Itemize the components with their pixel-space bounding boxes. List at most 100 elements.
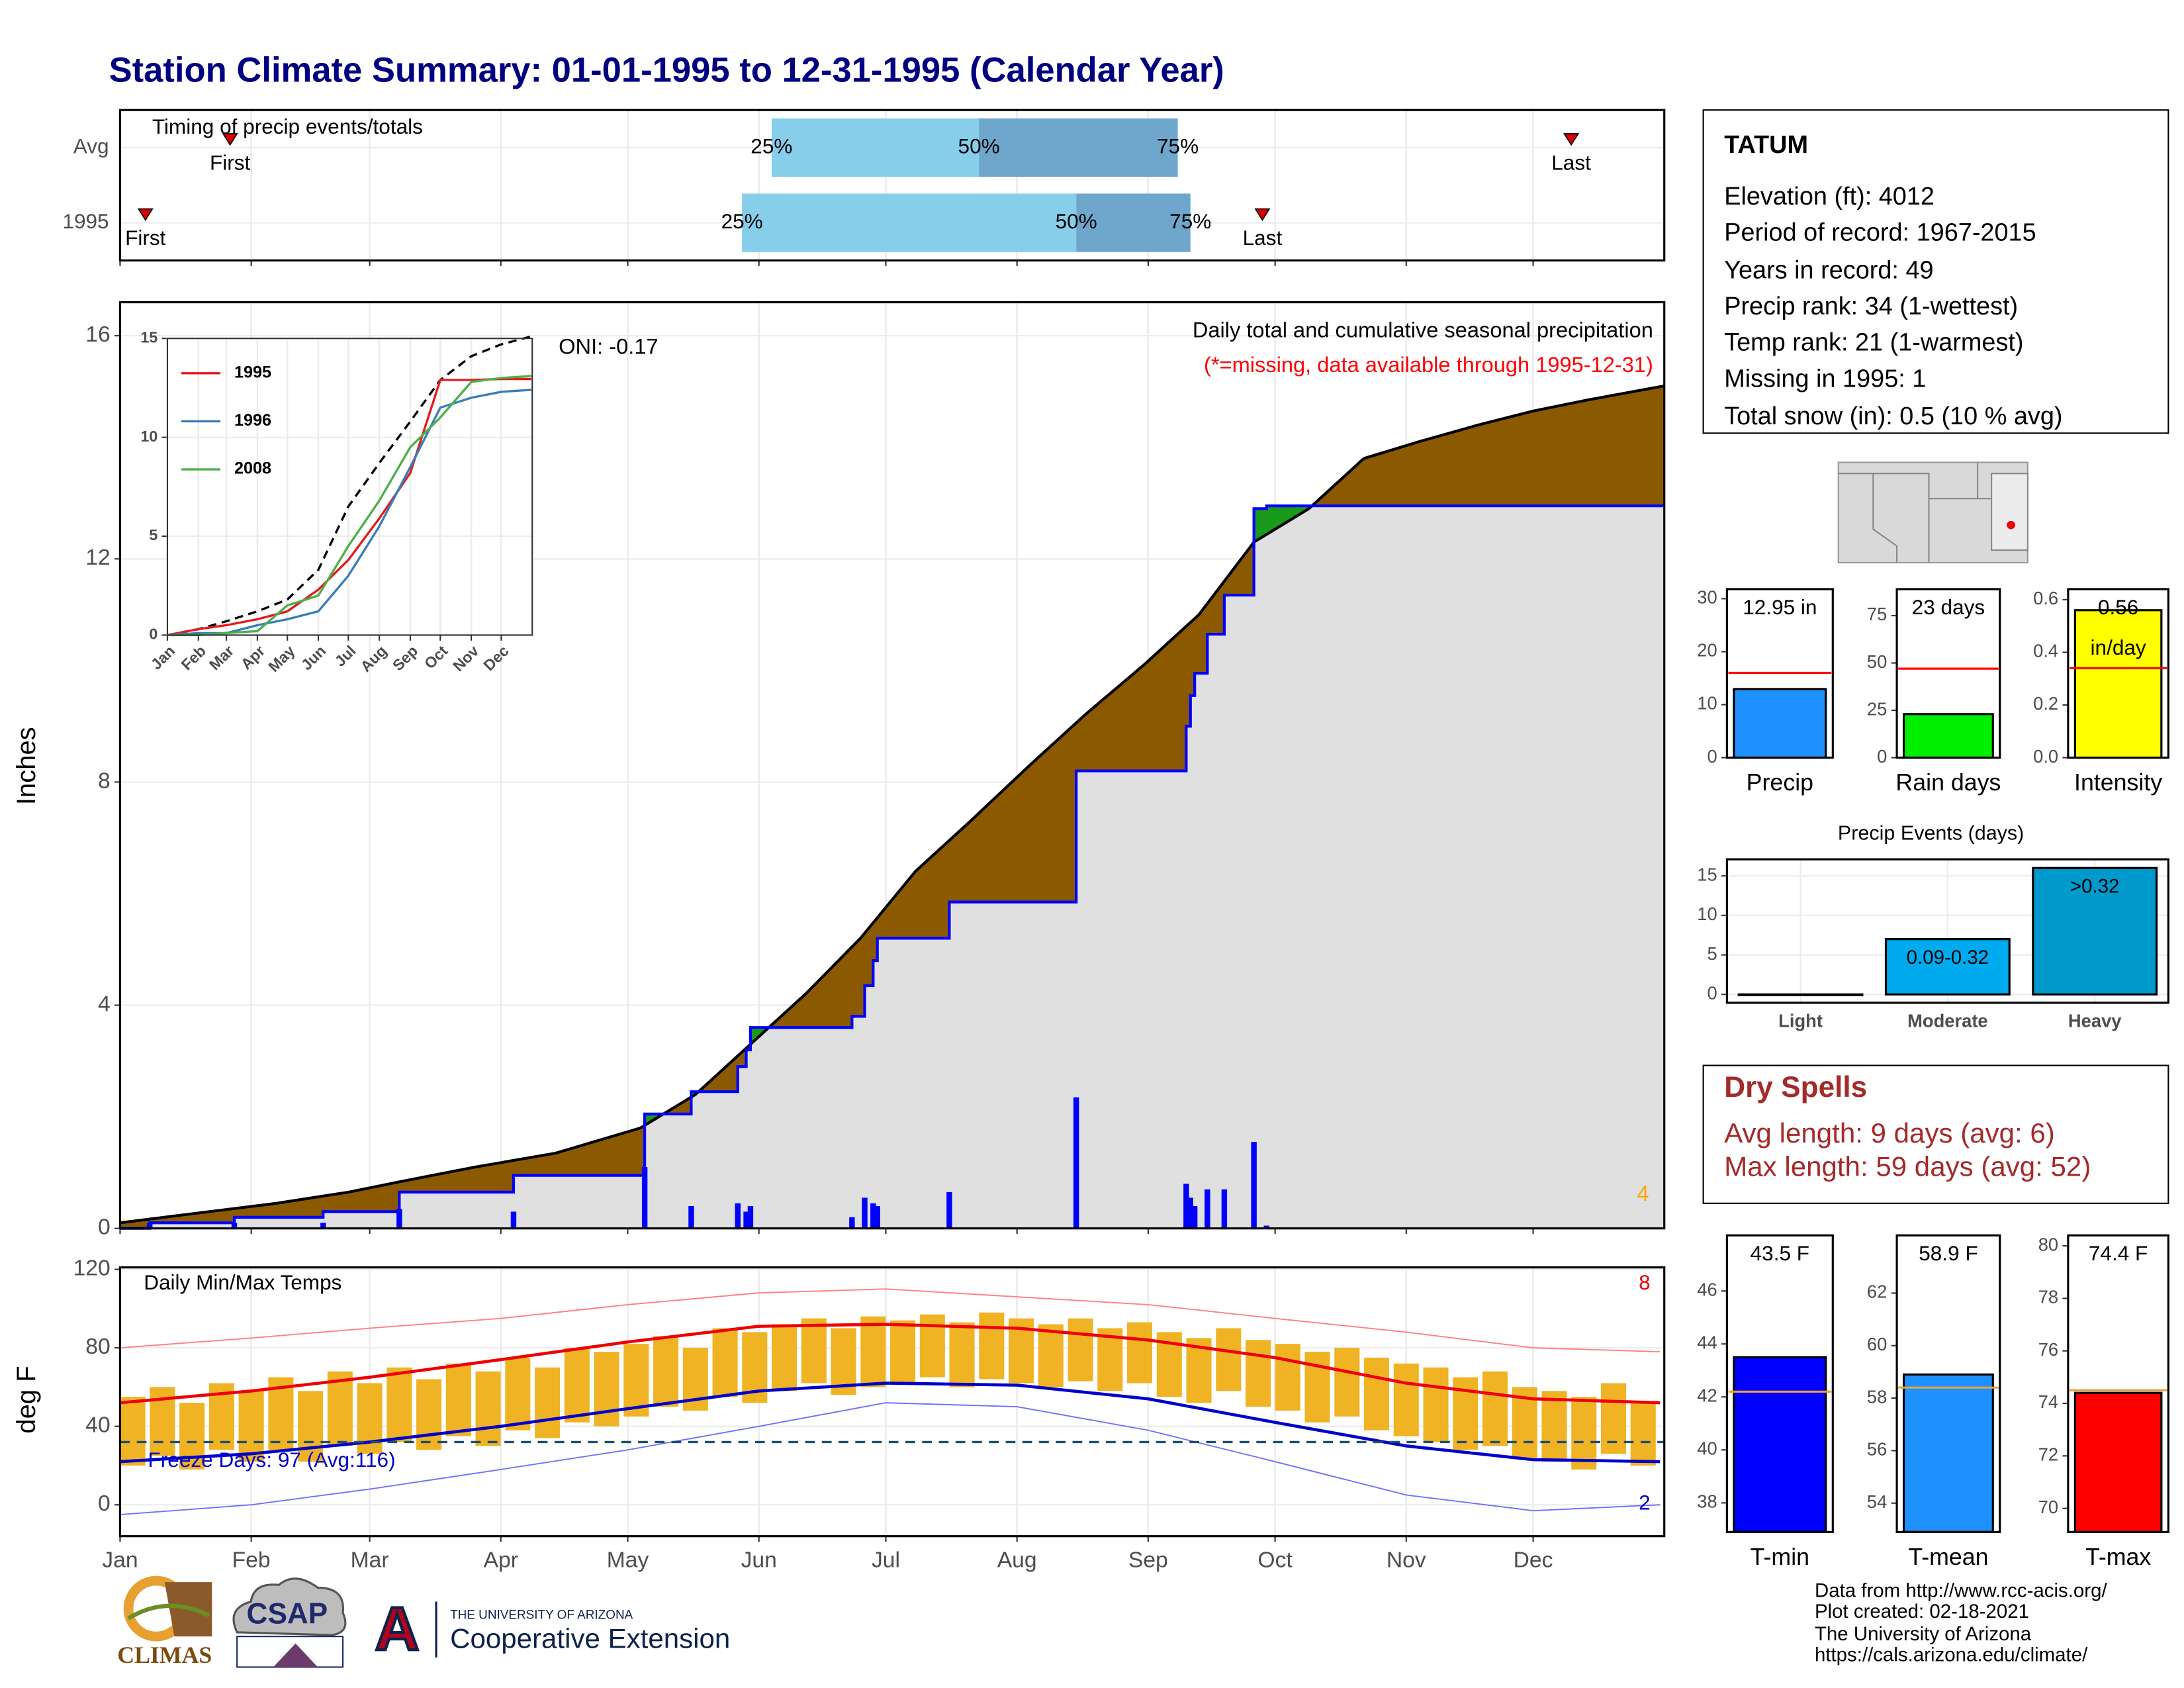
temp-range-bar — [1630, 1403, 1656, 1466]
value-label: 74.4 F — [2089, 1241, 2148, 1265]
quartile-label: 50% — [958, 134, 1000, 158]
panel-border — [1725, 1234, 1834, 1533]
locator-map — [1837, 461, 2028, 564]
station-line: Precip rank: 34 (1-wettest) — [1724, 293, 2018, 320]
temp-range-bar — [1038, 1324, 1064, 1387]
temp-range-bar — [1482, 1371, 1508, 1446]
y-tick-label: 5 — [1707, 943, 1717, 964]
average-line — [120, 384, 1665, 1225]
temp-range-bar — [623, 1344, 649, 1417]
daily-bar — [510, 1211, 517, 1229]
daily-bar — [747, 1205, 754, 1229]
series-line — [167, 377, 531, 637]
temp-range-bar — [1364, 1357, 1390, 1430]
bar — [1733, 688, 1827, 759]
annotation: (*=missing, data available through 1995-… — [1204, 352, 1653, 377]
temp-range-bar — [860, 1316, 886, 1387]
y-tick-label: 54 — [1867, 1491, 1887, 1512]
daily-bar — [1073, 1097, 1079, 1229]
daily-bar — [231, 1223, 238, 1229]
temp-range-bar — [1127, 1322, 1153, 1383]
temp-range-bar — [1423, 1367, 1449, 1442]
panel-border — [2067, 1234, 2169, 1533]
daily-bar — [688, 1205, 694, 1229]
csap-label: CSAP — [247, 1597, 328, 1630]
temp-range-bar — [327, 1371, 353, 1446]
temp-range-bar — [1541, 1391, 1567, 1462]
event-label: First — [125, 226, 166, 250]
panel-title: Timing of precip events/totals — [152, 115, 423, 138]
panel-border — [166, 338, 533, 636]
value-label: 0.56 — [2098, 595, 2138, 619]
panel-border — [1895, 1234, 2001, 1533]
event-marker — [1563, 133, 1580, 146]
y-tick-label: 60 — [1867, 1334, 1887, 1354]
daily-bar — [1205, 1189, 1210, 1229]
y-tick-label: 46 — [1697, 1279, 1717, 1299]
category-label: T-max — [2085, 1544, 2151, 1570]
event-label: Last — [1243, 226, 1283, 250]
value-label: 0.09-0.32 — [1907, 947, 1989, 968]
temp-range-bar — [712, 1328, 738, 1397]
temp-range-bar — [1393, 1363, 1419, 1436]
y-tick-label: 0.6 — [2033, 588, 2058, 608]
temp-range-bar — [238, 1391, 264, 1462]
x-tick-label: Light — [1778, 1011, 1823, 1031]
y-tick-label: 38 — [1697, 1491, 1717, 1512]
footer-line: The University of Arizona — [1815, 1623, 2032, 1645]
station-line: Missing in 1995: 1 — [1724, 365, 1926, 393]
footer-line: Plot created: 02-18-2021 — [1815, 1601, 2029, 1622]
temp-range-bar — [653, 1336, 679, 1407]
series-line — [167, 375, 531, 637]
station-name: TATUM — [1724, 131, 1808, 159]
quartile-label: 25% — [721, 209, 763, 233]
y-tick-label: 70 — [2038, 1497, 2058, 1517]
y-tick-label: 0 — [1707, 982, 1717, 1003]
bar — [1737, 993, 1864, 996]
rec-max-line — [120, 1288, 1661, 1353]
quartile-bar — [742, 193, 1077, 252]
y-tick-label: 0 — [1707, 746, 1717, 767]
y-tick-label: 58 — [1867, 1386, 1887, 1407]
dry-spells-frame — [1702, 1064, 2169, 1204]
temp-range-bar — [475, 1371, 501, 1446]
temp-range-bar — [505, 1357, 531, 1430]
event-label: First — [210, 151, 251, 175]
x-tick-label: Oct — [1257, 1548, 1293, 1572]
annotation: Daily total and cumulative seasonal prec… — [1193, 317, 1653, 342]
event-marker — [1254, 208, 1271, 222]
category-label: T-mean — [1908, 1544, 1988, 1570]
bar — [1903, 713, 1994, 759]
cumulative-line — [120, 504, 1664, 1230]
count-label: 2 — [1639, 1491, 1651, 1515]
temp-range-bar — [1216, 1328, 1242, 1391]
y-tick-label: 0 — [98, 1491, 111, 1516]
y-tick-label: 74 — [2038, 1391, 2058, 1412]
y-tick-label: 30 — [1697, 587, 1717, 608]
event-marker — [137, 208, 154, 222]
y-tick-label: 10 — [141, 428, 158, 445]
x-tick-label: Sep — [1128, 1548, 1168, 1572]
temp-range-bar — [120, 1397, 146, 1466]
y-tick-label: 20 — [1697, 640, 1717, 661]
quartile-bar — [979, 118, 1178, 177]
row-label: 1995 — [62, 209, 109, 233]
average-line — [167, 335, 532, 637]
avg-max-line — [120, 1323, 1661, 1405]
temp-range-bar — [387, 1367, 412, 1442]
x-tick-label: Apr — [484, 1548, 518, 1572]
station-line: Temp rank: 21 (1-warmest) — [1724, 329, 2023, 357]
y-tick-label: 62 — [1867, 1282, 1887, 1302]
daily-bar — [849, 1217, 855, 1229]
daily-bar — [743, 1211, 749, 1229]
row-label: Avg — [73, 134, 109, 158]
bar — [1884, 938, 2011, 996]
daily-bar — [1191, 1205, 1198, 1229]
y-tick-label: 78 — [2038, 1287, 2058, 1307]
count-label: 8 — [1639, 1270, 1651, 1294]
value-label: 43.5 F — [1751, 1241, 1809, 1265]
csap-mountain — [273, 1643, 318, 1667]
daily-bar — [735, 1203, 741, 1229]
y-tick-label: 76 — [2038, 1339, 2058, 1360]
temp-range-bar — [416, 1379, 442, 1450]
